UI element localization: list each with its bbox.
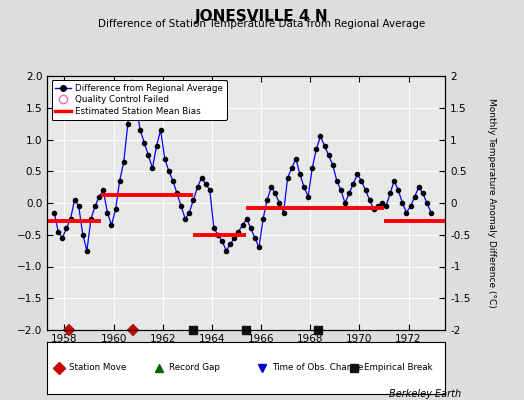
Text: Berkeley Earth: Berkeley Earth [389, 389, 461, 399]
Text: Empirical Break: Empirical Break [364, 364, 432, 372]
Legend: Difference from Regional Average, Quality Control Failed, Estimated Station Mean: Difference from Regional Average, Qualit… [51, 80, 226, 120]
Text: Difference of Station Temperature Data from Regional Average: Difference of Station Temperature Data f… [99, 19, 425, 29]
Y-axis label: Monthly Temperature Anomaly Difference (°C): Monthly Temperature Anomaly Difference (… [487, 98, 496, 308]
Text: Time of Obs. Change: Time of Obs. Change [272, 364, 364, 372]
Text: JONESVILLE 4 N: JONESVILLE 4 N [195, 9, 329, 24]
Text: Station Move: Station Move [69, 364, 126, 372]
Text: Record Gap: Record Gap [169, 364, 220, 372]
